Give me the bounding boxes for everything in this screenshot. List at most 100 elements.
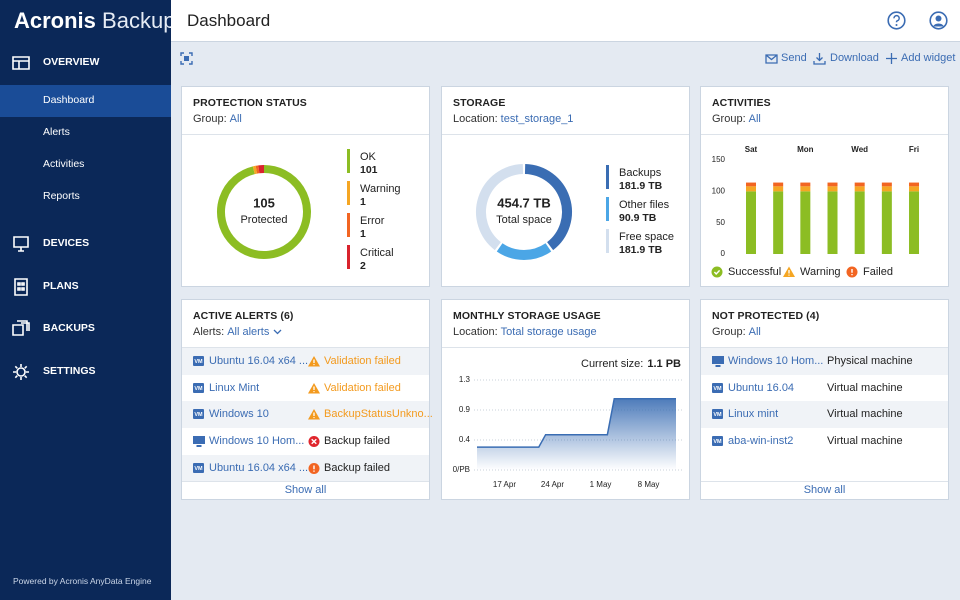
monitor-stand (197, 445, 202, 447)
legend-label: Warning (800, 266, 841, 278)
widget: NOT PROTECTED (4)Group:AllWindows 10 Hom… (700, 299, 949, 500)
y-tick-label: 0/PB (453, 465, 470, 474)
table-row: Windows 10 Hom...Physical machine (701, 348, 948, 375)
user-icon[interactable] (929, 11, 948, 30)
toolbar-action[interactable]: Add widget (901, 52, 955, 64)
row-name[interactable]: Linux mint (728, 401, 778, 428)
row-name[interactable]: Linux Mint (209, 375, 259, 402)
nav-section[interactable]: OVERVIEW (43, 56, 99, 68)
widget-filter: Alerts:All alerts (193, 326, 282, 338)
row-name[interactable]: Ubuntu 16.04 (728, 375, 794, 402)
bar-segment (773, 183, 783, 187)
nav-item[interactable]: Reports (43, 190, 80, 202)
action-icon[interactable] (885, 52, 898, 65)
bar-segment (800, 191, 810, 254)
widget: 0/PB0.40.91.317 Apr24 Apr1 May8 MayCurre… (441, 299, 690, 500)
legend-value: 1 (360, 196, 366, 208)
legend-label: Critical (360, 247, 394, 259)
nav-section[interactable]: BACKUPS (43, 322, 95, 334)
widget: ACTIVE ALERTS (6)Alerts:All alertsVMUbun… (181, 299, 430, 500)
fit-icon[interactable] (180, 52, 193, 65)
bar-segment (746, 186, 756, 191)
nav-section[interactable]: SETTINGS (43, 365, 96, 377)
x-tick-label: Wed (851, 145, 868, 154)
row-name[interactable]: Windows 10 Hom... (209, 428, 304, 455)
legend-bar (606, 165, 609, 189)
filter-value[interactable]: All (749, 113, 761, 125)
action-icon[interactable] (765, 52, 778, 65)
nav-icon-shape (13, 321, 29, 335)
legend-value: 2 (360, 260, 366, 272)
row-status: Backup failed (324, 455, 390, 482)
legend-label: Failed (863, 266, 893, 278)
bar-segment (909, 183, 919, 187)
filter-value[interactable]: Total storage usage (501, 326, 597, 338)
widget-title: PROTECTION STATUS (193, 97, 307, 109)
nav-icon-shape (13, 57, 29, 69)
y-tick-label: 0.9 (459, 405, 471, 414)
row-name[interactable]: aba-win-inst2 (728, 428, 793, 455)
row-type: Virtual machine (827, 428, 903, 455)
x-tick-label: Sat (745, 145, 758, 154)
nav-icon (12, 320, 30, 338)
x-tick-label: 1 May (590, 480, 612, 489)
action-icon[interactable] (813, 52, 826, 65)
chevron[interactable] (273, 329, 282, 335)
legend-bar (606, 229, 609, 253)
x-tick-label: 24 Apr (541, 480, 564, 489)
bar-segment (855, 191, 865, 254)
filter-value[interactable]: All (230, 113, 242, 125)
x-tick-label: 8 May (638, 480, 660, 489)
widget-filter: Location:Total storage usage (453, 326, 597, 338)
row-name[interactable]: Ubuntu 16.04 x64 ... (209, 455, 308, 482)
row-name[interactable]: Windows 10 Hom... (728, 348, 823, 375)
toolbar-action[interactable]: Send (781, 52, 807, 64)
widget-title: MONTHLY STORAGE USAGE (453, 310, 601, 322)
legend-label: Other files (619, 199, 670, 211)
action-icon-shape (886, 53, 897, 64)
legend-value: 181.9 TB (619, 180, 663, 192)
filter-value[interactable]: All alerts (227, 326, 269, 338)
row-status: Backup failed (324, 428, 390, 455)
bar-segment (855, 183, 865, 187)
row-status: Validation failed (324, 375, 401, 402)
nav-section[interactable]: PLANS (43, 280, 79, 292)
filter-label: Location: (453, 326, 498, 338)
bar-segment (746, 183, 756, 187)
show-all[interactable]: Show all (701, 484, 948, 496)
legend-label: Error (360, 215, 385, 227)
monitor-icon (193, 436, 205, 444)
legend-label: Backups (619, 167, 662, 179)
widget-filter: Group:All (712, 326, 761, 338)
row-status: Validation failed (324, 348, 401, 375)
nav-icon (12, 54, 30, 72)
vm-badge-text: VM (194, 466, 203, 472)
action-icon-shape (814, 53, 825, 64)
filter-value[interactable]: test_storage_1 (501, 113, 574, 125)
vm-badge-text: VM (194, 412, 203, 418)
bar-segment (828, 186, 838, 191)
nav-item[interactable]: Activities (43, 158, 84, 170)
row-name[interactable]: Windows 10 (209, 401, 269, 428)
nav-section[interactable]: DEVICES (43, 237, 89, 249)
bar-segment (828, 183, 838, 187)
table-row: Windows 10 Hom... Backup failed (182, 428, 429, 455)
nav-icon-shape (14, 237, 28, 251)
row-type: Physical machine (827, 348, 913, 375)
row-name[interactable]: Ubuntu 16.04 x64 ... (209, 348, 308, 375)
legend-value: 101 (360, 164, 378, 176)
bar-segment (773, 186, 783, 191)
help-icon[interactable] (887, 11, 906, 30)
nav-icon (12, 278, 30, 296)
filter-label: Group: (712, 326, 746, 338)
bar-segment (882, 191, 892, 254)
toolbar-action[interactable]: Download (830, 52, 879, 64)
legend-value: 1 (360, 228, 366, 240)
show-all[interactable]: Show all (182, 484, 429, 496)
widget: Backups181.9 TBOther files90.9 TBFree sp… (441, 86, 690, 287)
nav-item[interactable]: Alerts (43, 126, 70, 138)
nav-item[interactable]: Dashboard (43, 94, 94, 106)
chevron-shape (274, 330, 281, 334)
row-status: BackupStatusUnkno... (324, 401, 433, 428)
filter-value[interactable]: All (749, 326, 761, 338)
